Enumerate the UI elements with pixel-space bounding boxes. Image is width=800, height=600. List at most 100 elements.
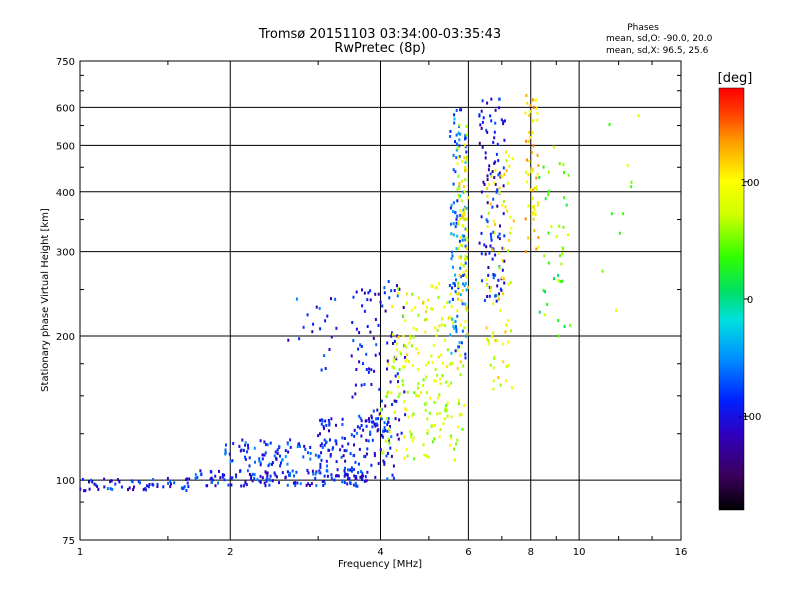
data-point	[455, 108, 458, 112]
grid-lines	[80, 61, 681, 540]
data-point	[386, 392, 389, 396]
data-point	[462, 190, 465, 194]
data-point	[333, 478, 336, 482]
data-point	[508, 239, 511, 242]
data-point	[505, 169, 508, 173]
data-point	[463, 234, 466, 238]
data-point	[461, 234, 464, 238]
data-point	[328, 423, 331, 427]
data-point	[374, 475, 377, 479]
data-point	[370, 416, 373, 420]
data-point	[486, 174, 489, 178]
data-point	[352, 483, 355, 487]
data-point	[494, 222, 497, 226]
y-tick-label: 75	[62, 536, 75, 547]
data-point	[396, 433, 399, 437]
data-point	[553, 277, 555, 281]
data-point	[397, 385, 400, 389]
data-point	[318, 307, 321, 310]
data-point	[510, 329, 512, 333]
data-point	[533, 229, 536, 233]
data-point	[610, 212, 613, 216]
data-point	[371, 438, 374, 442]
data-point	[557, 279, 560, 283]
data-point	[532, 188, 534, 192]
data-point	[362, 474, 364, 478]
data-point	[372, 336, 375, 340]
data-point	[405, 358, 408, 362]
data-point	[106, 487, 109, 491]
data-point	[618, 231, 621, 235]
data-point	[274, 450, 277, 454]
data-point	[501, 268, 504, 272]
data-point	[363, 479, 366, 483]
data-point	[259, 439, 262, 443]
data-point	[622, 212, 625, 216]
data-point	[481, 99, 484, 103]
data-point	[461, 212, 464, 216]
data-point	[343, 472, 346, 476]
data-point	[356, 484, 359, 488]
data-point	[484, 151, 487, 155]
data-point	[281, 458, 284, 462]
data-point	[443, 324, 446, 327]
data-point	[342, 454, 345, 458]
data-point	[396, 334, 399, 338]
data-point	[289, 473, 291, 477]
data-point	[535, 188, 538, 192]
data-point	[552, 145, 555, 149]
data-point	[341, 436, 344, 440]
data-point	[180, 486, 183, 490]
data-point	[328, 348, 331, 351]
y-tick-label: 100	[56, 476, 75, 487]
data-point	[361, 471, 364, 475]
data-point	[465, 206, 468, 210]
data-point	[538, 310, 541, 314]
data-point	[464, 269, 467, 273]
data-point	[386, 429, 389, 433]
data-point	[370, 368, 373, 372]
data-point	[465, 334, 467, 338]
data-point	[425, 454, 428, 458]
phases-box: Phases mean, sd,O: -90.0, 20.0 mean, sd,…	[606, 23, 713, 56]
data-point	[423, 453, 426, 457]
data-point	[314, 453, 317, 457]
data-point	[147, 485, 150, 489]
data-point	[396, 372, 399, 376]
data-point	[200, 472, 203, 476]
data-point	[448, 362, 451, 366]
data-point	[259, 480, 262, 484]
data-point	[359, 416, 362, 420]
data-point	[452, 265, 454, 269]
data-point	[284, 455, 287, 458]
data-point	[325, 440, 328, 444]
data-point	[491, 257, 494, 261]
data-point	[482, 116, 485, 120]
data-point	[505, 365, 508, 369]
data-point	[287, 450, 290, 454]
data-point	[533, 211, 536, 215]
data-point	[454, 284, 456, 288]
data-point	[445, 407, 448, 411]
data-point	[630, 185, 633, 189]
data-point	[565, 203, 568, 207]
data-point	[355, 327, 358, 331]
data-point	[457, 281, 459, 285]
data-point	[279, 464, 282, 468]
data-point	[369, 430, 372, 434]
data-point	[324, 319, 327, 323]
data-point	[456, 309, 459, 313]
data-point	[323, 443, 326, 447]
data-point	[360, 345, 363, 348]
data-point	[455, 325, 457, 329]
data-point	[433, 400, 436, 404]
data-point	[458, 138, 461, 142]
data-point	[403, 343, 406, 347]
data-point	[139, 481, 141, 485]
data-point	[384, 309, 387, 313]
data-point	[94, 483, 97, 487]
data-point	[455, 328, 458, 332]
data-point	[531, 98, 534, 102]
data-point	[509, 231, 511, 235]
data-point	[404, 413, 407, 417]
